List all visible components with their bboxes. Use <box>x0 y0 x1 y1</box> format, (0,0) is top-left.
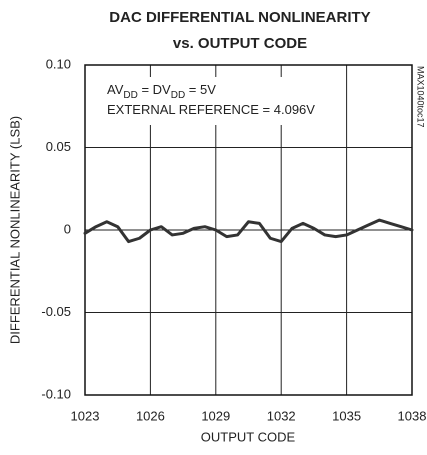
annotation-text: EXTERNAL REFERENCE = 4.096V <box>107 102 315 117</box>
x-tick-label: 1026 <box>136 408 165 423</box>
x-tick-label: 1032 <box>267 408 296 423</box>
y-tick-label: 0.10 <box>46 56 71 71</box>
x-tick-label: 1035 <box>332 408 361 423</box>
y-tick-label: 0 <box>64 221 71 236</box>
x-tick-label: 1038 <box>398 408 427 423</box>
annotation-text: AV <box>107 82 124 97</box>
annotation-text: = 5V <box>185 82 216 97</box>
y-tick-label: -0.05 <box>41 304 71 319</box>
annotation-bg <box>95 77 317 125</box>
data-line <box>83 218 414 244</box>
annotation: EXTERNAL REFERENCE = 4.096V <box>107 102 315 117</box>
side-label: MAX1040toc17 <box>416 66 426 128</box>
chart-title: DAC DIFFERENTIAL NONLINEARITY <box>109 9 370 26</box>
annotation-subscript: DD <box>123 90 137 101</box>
y-tick-label: -0.10 <box>41 386 71 401</box>
y-tick-label: 0.05 <box>46 139 71 154</box>
x-tick-label: 1029 <box>201 408 230 423</box>
annotation-text: = DV <box>138 82 171 97</box>
x-tick-label: 1023 <box>71 408 100 423</box>
annotation-subscript: DD <box>171 90 185 101</box>
x-axis-label: OUTPUT CODE <box>201 429 296 444</box>
y-axis-label: DIFFERENTIAL NONLINEARITY (LSB) <box>7 116 22 344</box>
annotation: AVDD = DVDD = 5V <box>107 82 216 100</box>
chart-title: vs. OUTPUT CODE <box>173 35 307 52</box>
